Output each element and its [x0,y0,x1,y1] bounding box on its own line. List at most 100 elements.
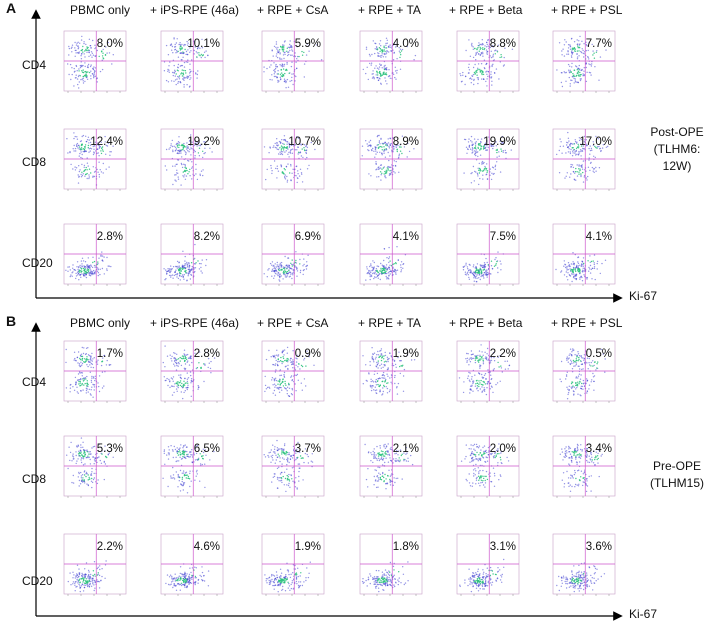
event-dot [589,63,591,66]
event-dot [71,481,73,484]
event-dot [564,264,567,266]
event-dot [275,43,278,45]
event-dot [576,359,578,362]
event-dot [484,357,486,359]
event-dot [194,263,196,265]
event-dot [373,266,375,268]
event-dot [273,69,275,72]
event-dot [486,171,488,173]
event-dot [281,352,283,354]
event-dot [183,176,185,178]
event-dot [194,155,196,157]
event-dot [101,251,103,253]
event-dot [286,264,288,266]
flow-plot-cd4: 5.9% [258,29,326,99]
event-dot [190,50,192,52]
event-dot [278,448,280,450]
event-dot [273,62,275,64]
event-dot [277,274,279,277]
event-dot [284,255,286,258]
event-dot [372,260,374,262]
event-dot [85,471,88,474]
event-dot [276,73,278,75]
event-dot [274,269,277,271]
event-dot [479,54,481,57]
event-dot [199,480,201,482]
event-dot [483,48,485,51]
event-dot [101,453,103,455]
event-dot [388,69,390,71]
event-dot [299,269,302,272]
event-dot [379,40,382,42]
event-dot [482,178,484,180]
event-dot [183,266,185,268]
event-dot [386,382,388,384]
event-dot [474,361,477,364]
event-dot [490,260,493,262]
event-dot [590,65,593,67]
event-dot [177,475,179,477]
event-dot [482,71,484,73]
panel-letter: A [6,0,17,16]
event-dot [177,269,180,271]
event-dot [80,55,82,57]
event-dot [276,439,278,442]
event-dot [281,58,283,60]
event-dot [91,52,94,54]
event-dot [178,144,180,146]
event-dot [94,70,96,72]
event-dot [490,374,492,376]
event-dot [76,356,79,359]
event-dot [283,135,286,137]
event-dot [89,267,91,269]
event-dot [165,269,167,271]
event-dot [574,267,577,269]
event-dot [109,154,111,156]
event-dot [87,365,89,368]
event-dot [487,75,489,78]
event-dot [394,374,396,377]
event-dot [498,155,500,157]
event-dot [87,347,89,349]
event-dot [180,270,182,272]
event-dot [567,272,569,274]
event-dot [279,153,282,155]
event-dot [270,356,272,358]
event-dot [567,358,569,360]
event-dot [97,272,100,274]
event-dot [270,64,272,66]
event-dot [503,64,505,66]
event-dot [589,149,592,152]
event-dot [482,363,485,365]
event-dot [82,45,84,48]
event-dot [279,53,281,55]
event-dot [566,276,568,278]
event-dot [163,268,165,270]
event-dot [92,175,94,177]
event-dot [383,267,386,270]
event-dot [302,273,304,276]
event-dot [477,270,479,272]
event-dot [84,74,87,77]
event-dot [282,357,285,360]
event-dot [78,363,81,365]
event-dot [173,352,175,354]
event-dot [191,178,193,180]
event-dot [197,70,199,72]
event-dot [478,359,480,361]
scatter-plot [63,435,127,498]
event-dot [483,381,485,383]
event-dot [188,265,190,267]
event-dot [372,353,374,356]
event-dot [406,354,409,356]
event-dot [185,61,187,63]
event-dot [500,263,502,265]
event-dot [285,80,287,82]
event-dot [576,356,578,358]
event-dot [87,265,90,267]
event-dot [385,72,387,74]
event-dot [282,378,284,381]
event-dot [574,354,576,356]
event-dot [203,363,205,365]
event-dot [88,361,90,363]
